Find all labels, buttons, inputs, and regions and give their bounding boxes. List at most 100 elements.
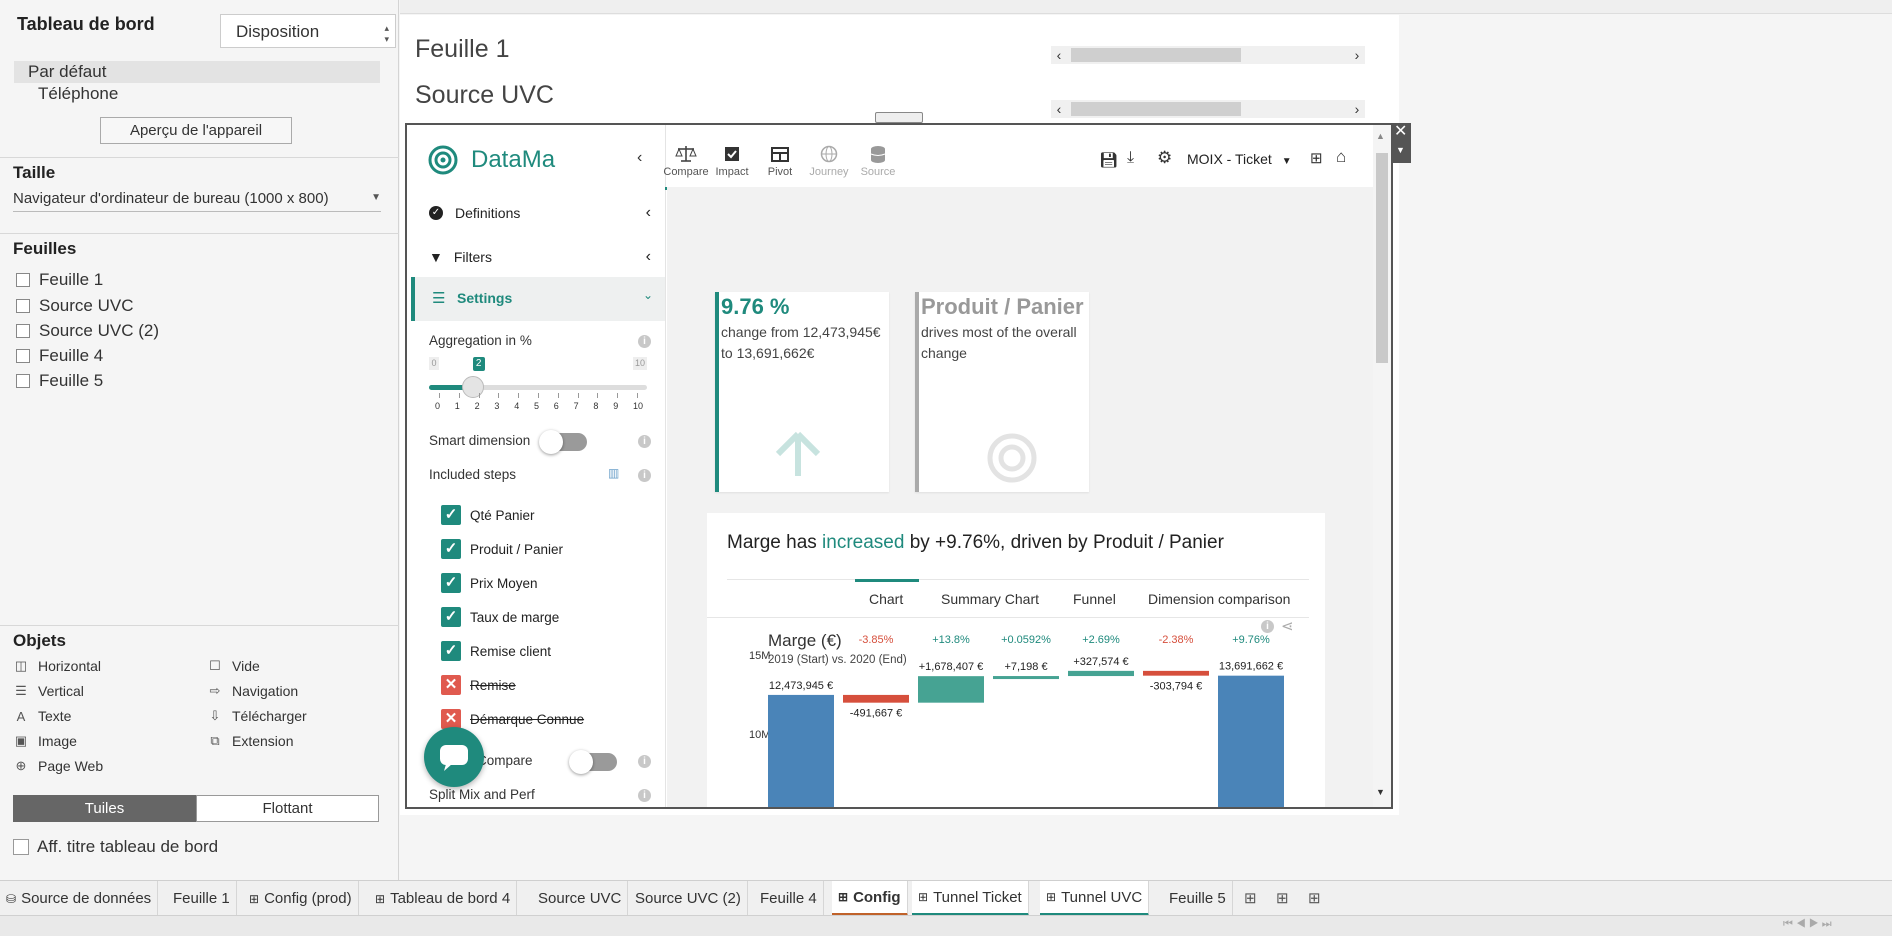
- gear-icon[interactable]: ⚙: [1157, 148, 1173, 167]
- step-checkbox[interactable]: ✓: [441, 641, 461, 661]
- nav-source[interactable]: Source: [855, 142, 901, 178]
- project-selector[interactable]: MOIX - Ticket ▼: [1187, 151, 1292, 167]
- object-navigation[interactable]: ⇨ Navigation: [207, 683, 299, 699]
- scroll-down-icon[interactable]: ▼: [1376, 787, 1385, 797]
- chat-bubble-icon[interactable]: [424, 727, 484, 787]
- tab-layout[interactable]: Disposition ▴ ▾: [220, 14, 396, 48]
- show-title-checkbox[interactable]: [13, 839, 29, 855]
- more-options-icon[interactable]: ▼: [1396, 145, 1405, 155]
- scroll-thumb[interactable]: [1376, 153, 1388, 363]
- filters-section[interactable]: ▼ Filters ‹: [429, 244, 659, 270]
- tab-chart[interactable]: Chart: [869, 591, 904, 607]
- sheet-tab[interactable]: Source UVC: [532, 881, 629, 916]
- sheet-tab[interactable]: Feuille 4: [754, 881, 824, 916]
- waterfall-bar[interactable]: [993, 676, 1059, 680]
- folder-add-icon[interactable]: ⊞: [1310, 150, 1323, 167]
- slider-handle[interactable]: [461, 376, 484, 398]
- sheet-item[interactable]: Feuille 5: [16, 369, 103, 393]
- close-icon[interactable]: ✕: [1394, 123, 1408, 140]
- sheet-item[interactable]: Feuille 1: [16, 268, 103, 292]
- step-checkbox[interactable]: ✓: [441, 505, 461, 525]
- sheet-item[interactable]: Feuille 4: [16, 344, 103, 368]
- info-icon[interactable]: i: [638, 755, 651, 768]
- chart-icon[interactable]: ▥: [608, 466, 620, 480]
- scroll-thumb[interactable]: [1071, 48, 1241, 62]
- object-blank[interactable]: ☐ Vide: [207, 658, 260, 674]
- nav-compare[interactable]: Compare: [663, 142, 709, 178]
- sheet-tab[interactable]: ⊞ Config (prod): [243, 881, 359, 916]
- waterfall-bar[interactable]: [843, 694, 909, 703]
- share-icon[interactable]: ⋖: [1281, 618, 1294, 635]
- sheet-tab[interactable]: ⛁ Source de données: [0, 881, 159, 916]
- new-dashboard-icon[interactable]: ⊞: [1276, 890, 1289, 907]
- object-horizontal[interactable]: ◫ Horizontal: [13, 658, 101, 674]
- scroll-right-icon[interactable]: ›: [1354, 101, 1360, 117]
- waterfall-bar[interactable]: [918, 676, 984, 703]
- vertical-scrollbar[interactable]: ▲ ▼: [1373, 125, 1391, 807]
- tiled-toggle[interactable]: Tuiles: [13, 795, 196, 822]
- info-icon[interactable]: i: [1261, 620, 1274, 633]
- info-icon[interactable]: i: [638, 435, 651, 448]
- object-image[interactable]: ▣ Image: [13, 733, 77, 749]
- scroll-right-icon[interactable]: ›: [1354, 47, 1360, 63]
- download-icon[interactable]: ⤓: [1127, 149, 1135, 166]
- home-icon[interactable]: ⌂: [1336, 147, 1347, 166]
- tab-funnel[interactable]: Funnel: [1073, 591, 1116, 607]
- waterfall-bar[interactable]: [768, 694, 834, 809]
- tab-dashboard[interactable]: Tableau de bord: [17, 14, 155, 34]
- device-phone[interactable]: Téléphone: [38, 84, 119, 103]
- sheet-tab-label: Feuille 4: [760, 890, 817, 907]
- settings-section[interactable]: ☰ Settings ⌄: [411, 277, 665, 321]
- info-icon[interactable]: i: [638, 469, 651, 482]
- step-checkbox[interactable]: ✓: [441, 607, 461, 627]
- nav-journey[interactable]: Journey: [806, 142, 852, 178]
- object-text[interactable]: A Texte: [13, 708, 72, 724]
- waterfall-bar[interactable]: [1143, 670, 1209, 676]
- nav-impact[interactable]: Impact: [709, 142, 755, 178]
- device-preview-button[interactable]: Aperçu de l'appareil: [100, 117, 292, 144]
- smart-dimension-toggle[interactable]: [539, 430, 587, 454]
- size-dropdown[interactable]: Navigateur d'ordinateur de bureau (1000 …: [13, 190, 381, 212]
- new-story-icon[interactable]: ⊞: [1308, 890, 1321, 907]
- step-checkbox[interactable]: ✓: [441, 573, 461, 593]
- sheet-tab[interactable]: ⊞ Tableau de bord 4: [369, 881, 518, 916]
- horizontal-scrollbar[interactable]: ‹ ›: [1051, 46, 1365, 64]
- sheet-tab[interactable]: ⊞ Config: [832, 881, 908, 916]
- sheet-tab[interactable]: Feuille 1: [167, 881, 237, 916]
- device-default[interactable]: Par défaut: [14, 61, 380, 83]
- nav-pivot[interactable]: Pivot: [757, 142, 803, 178]
- step-checkbox[interactable]: ✕: [441, 709, 461, 729]
- sheet-tab[interactable]: Feuille 5: [1163, 881, 1233, 916]
- page-navigation-icons[interactable]: ⏮ ◀ ▶ ⏭: [1783, 918, 1832, 930]
- info-icon[interactable]: i: [638, 789, 651, 802]
- save-icon[interactable]: 💾︎: [1099, 152, 1119, 169]
- sheet-tab[interactable]: Source UVC (2): [629, 881, 748, 916]
- tab-summary-chart[interactable]: Summary Chart: [941, 591, 1040, 607]
- waterfall-bar[interactable]: [1068, 670, 1134, 677]
- object-vertical[interactable]: ☰ Vertical: [13, 683, 84, 699]
- horizontal-scrollbar[interactable]: ‹ ›: [1051, 100, 1365, 118]
- step-checkbox[interactable]: ✓: [441, 539, 461, 559]
- floating-toggle[interactable]: Flottant: [196, 795, 379, 822]
- definitions-section[interactable]: ✓ Definitions ‹: [429, 200, 659, 226]
- aggregation-slider[interactable]: [429, 376, 647, 398]
- sheet-tab[interactable]: ⊞ Tunnel UVC: [1040, 881, 1150, 916]
- scroll-left-icon[interactable]: ‹: [1056, 101, 1062, 117]
- sheet-item[interactable]: Source UVC (2): [16, 319, 159, 343]
- scroll-thumb[interactable]: [1071, 102, 1241, 116]
- collapse-sidebar-icon[interactable]: ‹: [637, 149, 643, 166]
- object-webpage[interactable]: ⊕ Page Web: [13, 758, 104, 774]
- waterfall-bar[interactable]: [1218, 675, 1284, 809]
- object-extension[interactable]: ⧉ Extension: [207, 733, 293, 749]
- scroll-up-icon[interactable]: ▲: [1376, 131, 1385, 141]
- scroll-left-icon[interactable]: ‹: [1056, 47, 1062, 63]
- tab-dimension-comparison[interactable]: Dimension comparison: [1148, 591, 1291, 607]
- info-icon[interactable]: i: [638, 335, 651, 348]
- step-checkbox[interactable]: ✕: [441, 675, 461, 695]
- sheet-tab[interactable]: ⊞ Tunnel Ticket: [912, 881, 1029, 916]
- type-compare-toggle[interactable]: [569, 750, 617, 774]
- sheet-item[interactable]: Source UVC: [16, 294, 133, 318]
- object-download[interactable]: ⇩ Télécharger: [207, 708, 307, 724]
- new-sheet-icon[interactable]: ⊞: [1244, 890, 1257, 907]
- drag-handle-icon[interactable]: [875, 112, 923, 123]
